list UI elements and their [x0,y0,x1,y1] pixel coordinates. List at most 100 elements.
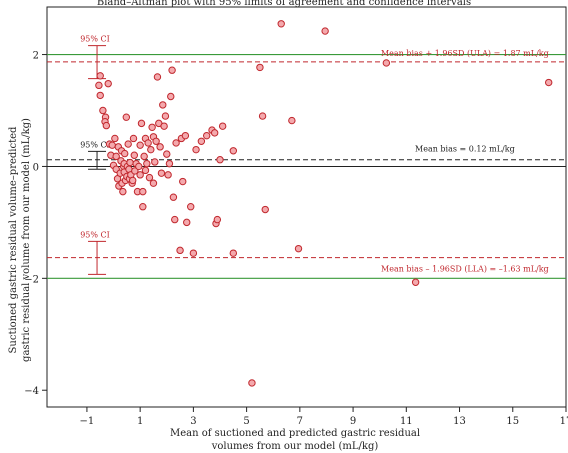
data-point-71 [167,92,175,101]
data-point-76 [176,246,184,255]
x-tick-label-3: 5 [243,416,249,427]
data-point-6 [102,121,111,130]
data-point-45 [136,171,144,179]
data-point-93 [229,147,238,155]
data-point-31 [124,140,132,148]
data-point-73 [169,193,178,201]
data-point-94 [248,379,256,387]
data-point-34 [126,158,134,167]
plot-frame [46,6,567,408]
data-point-65 [159,101,167,109]
data-point-89 [213,215,222,224]
x-tick-label-4: 7 [297,416,303,427]
data-point-54 [145,173,154,182]
y-tick-label-0: −4 [24,386,39,397]
data-point-28 [122,113,131,121]
x-tick-label-6: 11 [400,416,413,427]
data-point-3 [99,106,107,115]
x-axis-label: Mean of suctioned and predicted gastric … [150,427,440,453]
y-axis-label-line-2: gastric residual volume from our model (… [21,118,32,362]
data-point-56 [148,123,156,131]
data-point-43 [135,162,143,171]
y-tick-label-1: −2 [24,274,39,285]
data-point-10 [108,141,116,149]
data-point-69 [164,171,172,179]
data-point-2 [96,91,104,100]
x-axis-label-line-2: volumes from our model (mL/kg) [211,441,379,452]
data-point-63 [156,143,164,151]
data-point-37 [129,176,137,185]
ci-bar-label-1: 95% CI [80,140,110,149]
data-point-81 [187,203,195,211]
data-point-78 [179,177,187,186]
data-point-22 [119,187,127,196]
data-point-87 [210,129,219,137]
x-tick-label-1: 1 [137,416,143,427]
x-tick-label-9: 17 [560,416,568,427]
data-point-85 [202,131,211,140]
data-point-99 [288,116,296,125]
data-point-46 [137,119,146,128]
ci-bar-label-0: 95% CI [80,35,110,44]
x-tick-label-0: −1 [80,416,95,427]
data-point-83 [192,145,200,154]
data-point-67 [161,112,170,120]
data-point-102 [382,59,391,67]
data-point-96 [258,112,267,120]
data-point-44 [136,141,144,149]
data-point-84 [197,137,206,145]
data-point-92 [229,249,238,257]
chart-title: Bland–Altman plot with 95% limits of agr… [96,0,472,8]
data-point-59 [151,158,159,166]
data-point-79 [181,131,190,140]
data-point-72 [168,66,176,74]
data-point-97 [261,205,269,214]
x-tick-label-7: 13 [453,416,466,427]
data-point-58 [149,179,158,187]
data-point-100 [294,244,303,253]
ula-annotation: Mean bias + 1.96SD (ULA) = 1.87 mL/kg [381,49,549,58]
data-point-61 [153,73,162,81]
data-point-49 [140,152,148,161]
data-point-13 [112,152,120,161]
data-point-103 [411,278,420,286]
x-tick-label-5: 9 [350,416,356,427]
data-point-39 [130,151,138,159]
data-point-7 [104,79,112,88]
data-point-0 [96,72,104,80]
data-point-91 [218,122,227,130]
x-axis-label-line-1: Mean of suctioned and predicted gastric … [169,428,421,439]
data-point-80 [183,218,191,227]
data-point-68 [163,150,171,158]
data-point-101 [321,27,329,35]
y-axis-label: Suctioned gastric residual volume–predic… [7,90,33,390]
y-axis-label-line-1: Suctioned gastric residual volume–predic… [8,126,19,354]
data-point-53 [144,139,152,147]
data-point-70 [165,159,174,168]
data-point-74 [171,215,179,224]
data-point-12 [111,134,119,143]
data-point-82 [189,249,198,257]
data-point-40 [131,167,139,175]
data-point-50 [141,166,150,175]
data-point-55 [147,145,155,154]
data-point-60 [152,137,160,145]
data-point-47 [139,187,147,196]
ci-bar-label-2: 95% CI [80,230,110,239]
x-tick-label-2: 3 [190,416,196,427]
data-point-90 [216,156,224,164]
data-point-66 [160,122,168,130]
y-tick-label-3: 2 [33,51,39,62]
data-point-1 [95,81,103,90]
lla-annotation: Mean bias – 1.96SD (LLA) = –1.63 mL/kg [381,265,549,274]
data-point-48 [139,203,147,211]
y-tick-label-2: 0 [33,162,39,173]
data-point-98 [277,20,285,28]
data-point-52 [143,159,151,168]
data-point-64 [157,169,166,177]
x-tick-label-8: 15 [506,416,519,427]
data-point-26 [121,149,129,158]
data-point-95 [256,63,264,72]
data-point-75 [172,139,180,147]
